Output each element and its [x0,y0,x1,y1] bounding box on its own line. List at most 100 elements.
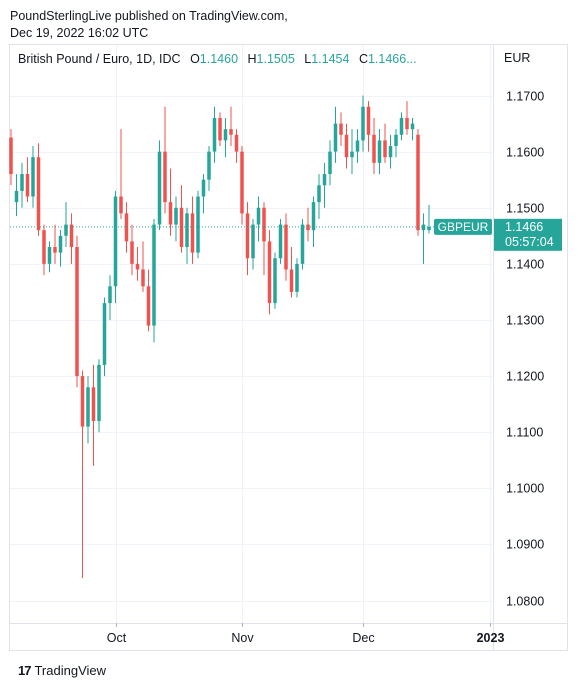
candle [124,202,129,253]
candle [20,162,24,208]
close-value: 1.1466 [367,52,407,66]
candle-body [267,241,272,304]
candle [306,207,310,242]
open-value: 1.1460 [199,52,239,66]
candle [152,218,156,343]
price-tick-label: 1.1100 [506,426,543,440]
chart-frame [9,44,568,651]
candle-body [146,286,151,326]
high-value: 1.1505 [256,52,295,66]
candle-body [333,123,338,152]
candle [185,207,189,264]
candle [64,202,68,248]
bar-countdown: 05:57:04 [505,235,554,249]
candle-body [108,286,112,304]
price-tick-label: 1.1500 [506,202,544,216]
candle-body [399,117,404,135]
candle-body [36,157,41,231]
candle [229,106,233,147]
candle [25,157,30,203]
candle [240,146,244,225]
price-tick-label: 1.1300 [506,314,544,328]
candle-body [152,224,156,326]
candle [91,364,96,466]
candle [53,224,57,264]
candle [179,185,184,253]
candle-body [234,134,239,152]
candle-body [201,179,206,197]
legend-more[interactable]: ... [406,52,417,66]
candle [168,168,173,236]
candle [410,117,415,141]
candle [207,146,211,191]
candle-body [86,387,90,427]
currency-label: EUR [504,51,530,65]
candle [383,123,387,163]
symbol-tag [434,218,492,235]
candle-body [229,129,233,135]
candle [267,230,272,315]
candle [31,146,35,208]
candle-body [207,151,211,180]
candle-body [245,213,250,259]
candle [141,241,145,292]
candle [366,101,371,152]
candle-body [372,134,376,163]
candle [75,235,79,388]
candle [146,269,151,332]
publish-date: Dec 19, 2022 16:02 UTC [10,26,149,40]
open-label: O [190,52,200,66]
candle [157,140,162,231]
candle [102,297,107,377]
time-tick-label: Oct [107,631,127,645]
price-tick-label: 1.0800 [506,595,544,609]
candle [295,258,299,298]
brand-name: TradingView [34,663,107,678]
candle [201,174,206,214]
candle [427,204,431,234]
candle [130,224,134,276]
candle-body [135,263,140,270]
candle-body [58,235,63,253]
grid-lines [10,45,493,623]
candle [196,190,200,259]
candle-body [190,213,195,253]
candle [278,218,283,264]
tradingview-logo-icon: 17 [18,663,32,678]
candle [42,224,46,276]
candle-body [80,376,85,427]
candle-body [306,224,310,231]
candle-body [174,207,178,225]
time-tick-label: Nov [231,631,254,645]
candle-body [256,207,261,225]
candle [69,213,74,264]
candle [14,174,19,217]
candle-body [157,151,162,225]
price-tick-label: 1.1400 [506,258,544,272]
candle [245,202,250,276]
candle-body [124,213,129,242]
candle-body [31,157,35,197]
candle [135,247,140,281]
candle-body [168,202,173,225]
candle-body [69,224,74,248]
time-axis: Oct Nov Dec 2023 [9,623,568,645]
candle-body [317,185,321,203]
tradingview-brand[interactable]: 17 TradingView [18,663,106,678]
candle [317,174,321,219]
candle [421,213,426,264]
candle-body [47,247,52,264]
candle [355,129,360,163]
candle-body [97,364,101,421]
candle-body [322,174,327,186]
price-axis: EUR 1.1700 1.1600 1.1500 1.1400 1.1300 1.1200 1… [493,44,544,651]
close-label: C [358,52,368,66]
symbol-tag-label: GBPEUR [438,220,489,234]
candle-body [289,269,294,292]
candle-body [218,117,222,141]
candle [36,143,41,236]
candle-body [163,151,167,203]
candle [218,112,222,147]
candle [328,140,332,186]
